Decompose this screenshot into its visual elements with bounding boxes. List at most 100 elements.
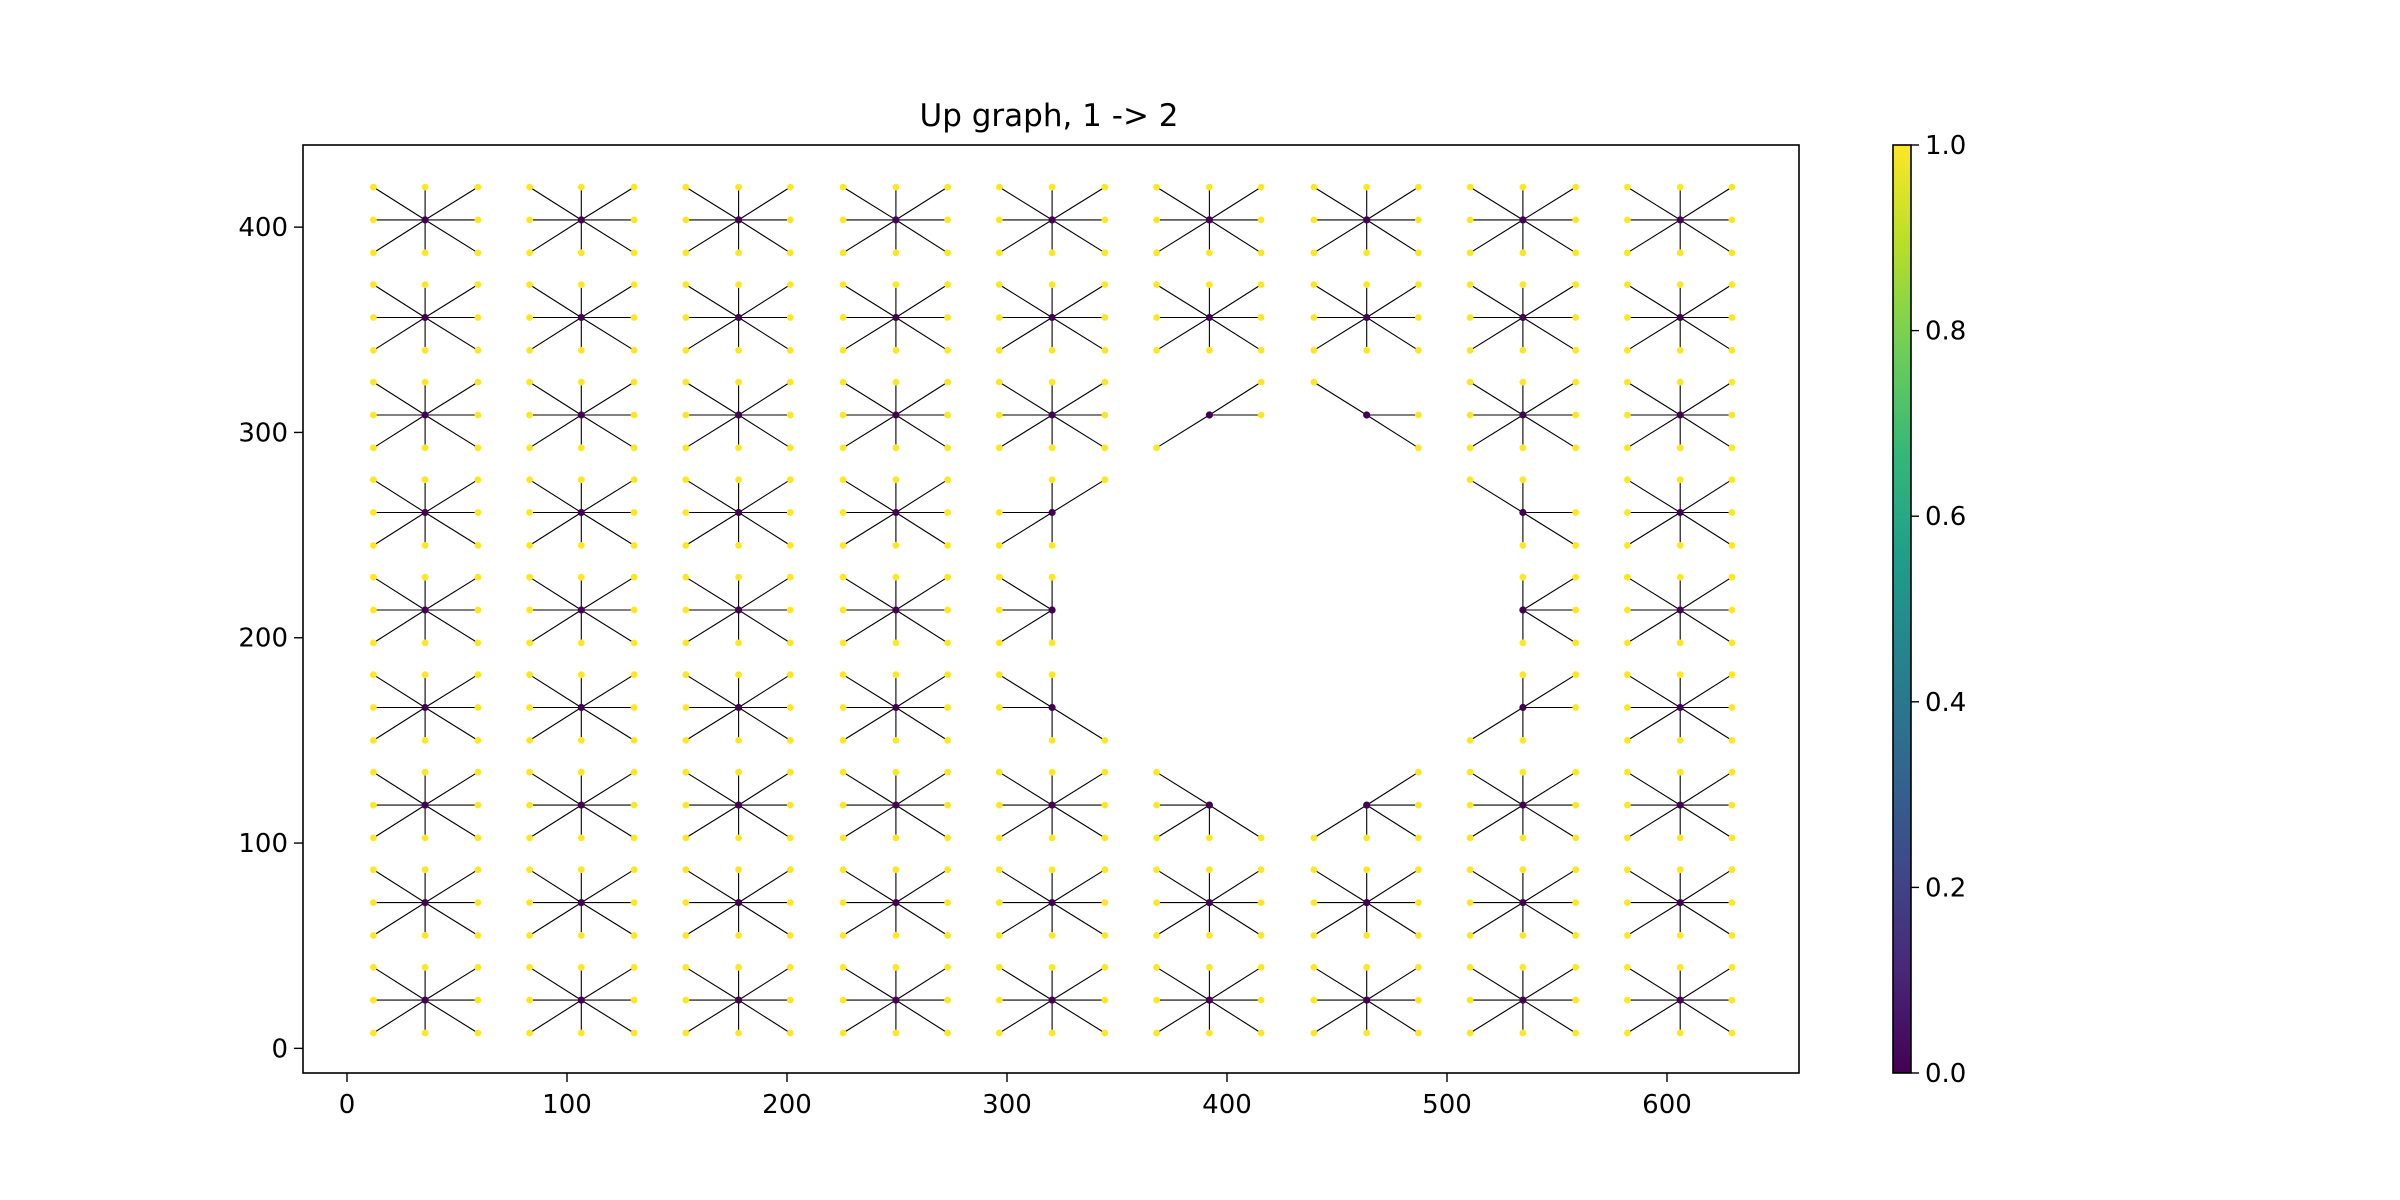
coarse-node bbox=[421, 313, 429, 322]
fine-node bbox=[786, 346, 794, 354]
fine-node bbox=[421, 281, 429, 288]
graph-edge bbox=[1313, 317, 1367, 351]
colorbar-frame bbox=[1892, 144, 1912, 1074]
fine-node bbox=[1101, 378, 1109, 386]
fine-node bbox=[370, 444, 377, 452]
graph-edge bbox=[999, 317, 1053, 351]
fine-node bbox=[526, 639, 533, 647]
fine-node bbox=[1624, 378, 1631, 386]
coarse-node bbox=[1519, 899, 1527, 907]
graph-edge bbox=[685, 966, 739, 1001]
fine-node bbox=[995, 444, 1003, 452]
fine-node bbox=[1206, 932, 1213, 939]
graph-edge bbox=[1627, 804, 1681, 839]
fine-node bbox=[995, 573, 1003, 581]
colorbar-tick-label: 1.0 bbox=[1925, 131, 1966, 161]
graph-edge bbox=[999, 674, 1053, 708]
fine-node bbox=[1466, 932, 1474, 939]
fine-node bbox=[944, 996, 951, 1004]
fine-node bbox=[526, 509, 533, 516]
fine-node bbox=[370, 346, 377, 354]
graph-edge bbox=[1051, 771, 1106, 806]
graph-edge bbox=[685, 771, 739, 806]
fine-node bbox=[1572, 509, 1580, 516]
fine-node bbox=[1310, 314, 1318, 321]
coarse-node bbox=[1048, 216, 1056, 224]
graph-edge bbox=[738, 609, 791, 644]
fine-node bbox=[1206, 183, 1213, 191]
fine-node bbox=[630, 542, 638, 549]
graph-edge bbox=[1366, 771, 1419, 806]
fine-node bbox=[682, 444, 690, 452]
fine-node bbox=[630, 411, 638, 419]
graph-edge bbox=[842, 609, 897, 644]
fine-node bbox=[1466, 996, 1474, 1004]
coarse-node bbox=[735, 216, 743, 224]
graph-edge bbox=[529, 674, 582, 708]
graph-edge bbox=[999, 512, 1053, 546]
coarse-node bbox=[1519, 313, 1527, 322]
fine-node bbox=[1572, 542, 1580, 549]
fine-node bbox=[1101, 834, 1109, 842]
fine-node bbox=[1257, 346, 1265, 354]
fine-node bbox=[944, 444, 951, 452]
fine-node bbox=[1048, 346, 1056, 354]
fine-node bbox=[526, 444, 533, 452]
fine-node bbox=[421, 963, 429, 971]
fine-node bbox=[1048, 573, 1056, 581]
graph-edge bbox=[373, 902, 426, 936]
fine-node bbox=[526, 963, 533, 971]
graph-edge bbox=[529, 576, 582, 611]
graph-edge bbox=[1469, 414, 1524, 449]
fine-node bbox=[1048, 476, 1056, 484]
graph-edge bbox=[1469, 381, 1524, 416]
coarse-node bbox=[421, 606, 429, 614]
fine-node bbox=[1519, 476, 1527, 484]
fine-node bbox=[892, 281, 900, 288]
fine-node bbox=[474, 899, 482, 906]
fine-node bbox=[786, 866, 794, 874]
graph-edge bbox=[685, 284, 739, 318]
fine-node bbox=[786, 378, 794, 386]
fine-node bbox=[735, 932, 742, 939]
fine-node bbox=[1310, 996, 1318, 1004]
fine-node bbox=[786, 737, 794, 744]
graph-edge bbox=[1313, 381, 1367, 416]
graph-edge bbox=[529, 771, 582, 806]
fine-node bbox=[1415, 183, 1422, 191]
coarse-node bbox=[1676, 216, 1684, 224]
fine-node bbox=[1728, 801, 1736, 809]
fine-node bbox=[421, 542, 429, 549]
coarse-node bbox=[1676, 606, 1684, 614]
fine-node bbox=[1310, 378, 1318, 386]
fine-node bbox=[839, 346, 847, 354]
graph-edge bbox=[738, 284, 791, 318]
fine-node bbox=[839, 932, 847, 939]
graph-edge bbox=[895, 999, 948, 1034]
fine-node bbox=[995, 346, 1003, 354]
fine-node bbox=[995, 606, 1003, 614]
fine-node bbox=[1257, 963, 1265, 971]
graph-edge bbox=[424, 479, 479, 513]
x-tick-label: 100 bbox=[542, 1090, 592, 1120]
fine-node bbox=[474, 1029, 482, 1037]
graph-edge bbox=[1679, 902, 1733, 936]
fine-node bbox=[1101, 183, 1109, 191]
graph-edge bbox=[1051, 284, 1106, 318]
fine-node bbox=[892, 542, 900, 549]
fine-node bbox=[839, 737, 847, 744]
graph-edge bbox=[842, 479, 897, 513]
fine-node bbox=[839, 542, 847, 549]
fine-node bbox=[1676, 768, 1684, 776]
fine-node bbox=[474, 444, 482, 452]
fine-node bbox=[786, 183, 794, 191]
fine-node bbox=[839, 573, 847, 581]
fine-node bbox=[526, 573, 533, 581]
graph-edge bbox=[895, 479, 948, 513]
fine-node bbox=[370, 216, 377, 224]
fine-node bbox=[1519, 639, 1527, 647]
fine-node bbox=[1257, 378, 1265, 386]
fine-node bbox=[1466, 963, 1474, 971]
fine-node bbox=[786, 704, 794, 711]
coarse-node bbox=[735, 996, 743, 1004]
